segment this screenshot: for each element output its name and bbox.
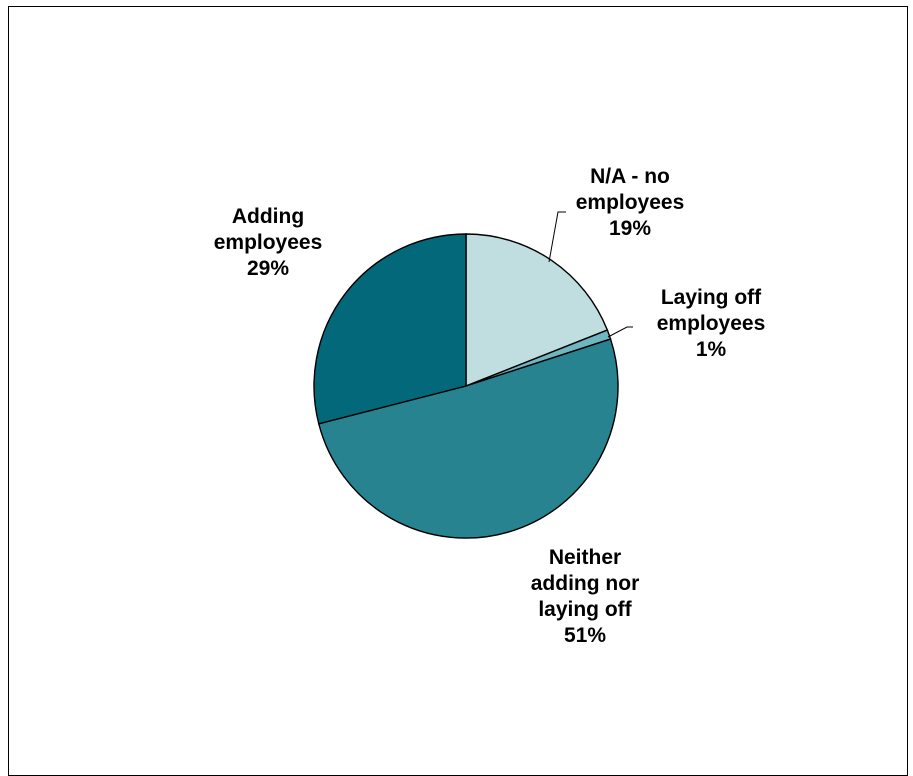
- slice-label-0: N/A - no employees 19%: [576, 165, 685, 240]
- slice-label-line-1-0: Laying off: [661, 286, 762, 309]
- pie-slices: [313, 233, 619, 539]
- slice-percent-1: 1%: [696, 338, 727, 361]
- leader-lines: [548, 211, 633, 338]
- slice-label-3: Adding employees 29%: [214, 205, 323, 280]
- slice-label-line-1-1: employees: [657, 312, 766, 335]
- slice-percent-0: 19%: [609, 217, 651, 240]
- pie-slice-2: [317, 338, 619, 539]
- leader-line-0: [548, 211, 566, 263]
- slice-label-2: Neither adding nor laying off 51%: [531, 546, 640, 647]
- slice-label-line-0-1: employees: [576, 191, 685, 214]
- slice-label-line-3-0: Adding: [232, 205, 304, 228]
- slice-label-line-2-1: adding nor: [531, 572, 640, 595]
- pie-slice-0: [465, 233, 609, 388]
- slice-label-line-2-0: Neither: [549, 546, 621, 569]
- slice-label-line-3-1: employees: [214, 231, 323, 254]
- leader-line-1: [607, 326, 633, 338]
- pie-slice-3: [313, 233, 467, 425]
- slice-label-1: Laying off employees 1%: [657, 286, 766, 361]
- slice-percent-2: 51%: [564, 624, 606, 647]
- slice-percent-3: 29%: [247, 257, 289, 280]
- slice-label-line-0-0: N/A - no: [590, 165, 670, 188]
- pie-labels: N/A - no employees 19% Laying off employees 1…: [214, 165, 766, 647]
- slice-label-line-2-2: laying off: [538, 598, 632, 621]
